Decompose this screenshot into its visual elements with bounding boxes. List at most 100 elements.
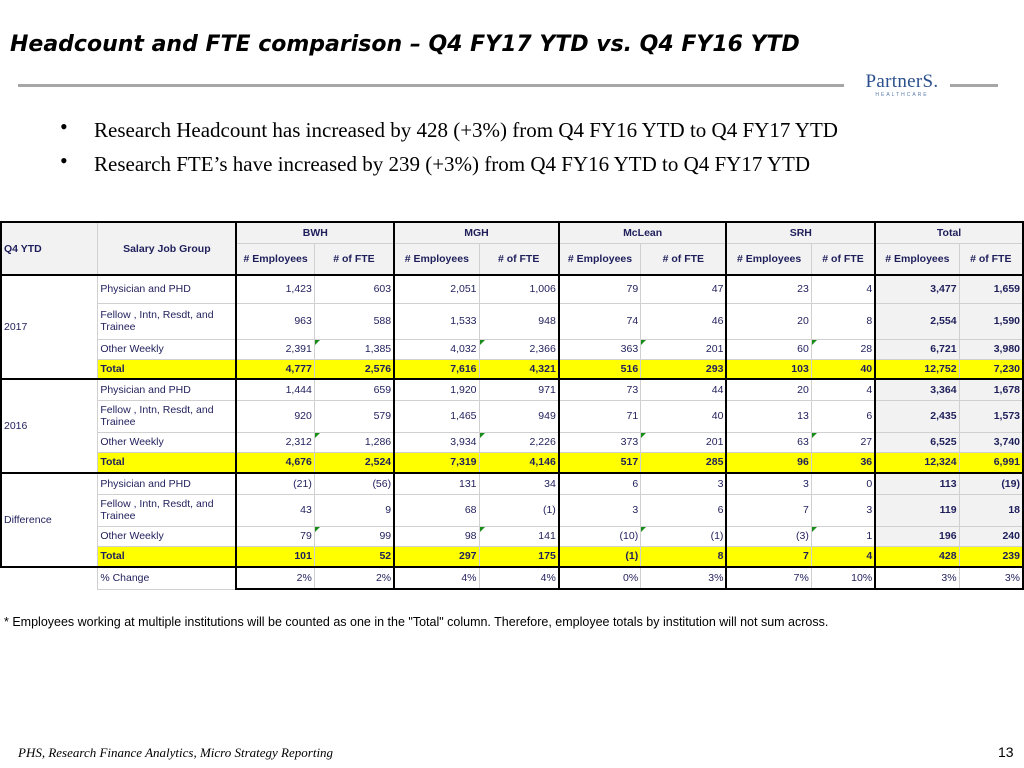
value-cell: 27 <box>810 431 876 453</box>
value-cell: 52 <box>313 545 395 568</box>
bullet-dot-icon: • <box>60 114 68 139</box>
institution-header: BWH <box>235 221 395 244</box>
fte-subheader: # of FTE <box>640 242 727 276</box>
value-cell: 6,721 <box>874 338 960 360</box>
bullet-text: Research FTE’s have increased by 239 (+3… <box>94 152 810 176</box>
value-cell: 7,230 <box>958 358 1024 380</box>
value-cell: 34 <box>478 472 560 495</box>
value-cell: 516 <box>557 358 642 380</box>
value-cell: 23 <box>725 274 812 304</box>
total-row: Total 4,777 2,576 7,616 4,321 516 293 103 40 12,7… <box>1 358 1024 380</box>
footnote: * Employees working at multiple institut… <box>4 615 829 629</box>
value-cell: 7 <box>725 545 812 568</box>
page-title: Headcount and FTE comparison – Q4 FY17 Y… <box>10 32 800 57</box>
q4-ytd-header: Q4 YTD <box>0 221 99 276</box>
value-cell: 47 <box>640 274 727 304</box>
value-cell: 2,524 <box>313 451 395 474</box>
value-cell: 3 <box>725 472 812 495</box>
institution-header: Total <box>874 221 1024 244</box>
job-group-cell: Fellow , Intn, Resdt, and Trainee <box>97 493 237 527</box>
value-cell: 2,226 <box>478 431 560 453</box>
value-cell: 1 <box>810 525 876 547</box>
institution-header: McLean <box>557 221 727 244</box>
table-row: 2016 Physician and PHD 1,444 659 1,920 971 73 4… <box>0 378 1024 474</box>
value-cell: 99 <box>313 525 395 547</box>
value-cell: 12,324 <box>874 451 960 474</box>
value-cell: 1,533 <box>393 302 480 340</box>
value-cell: 3 <box>640 472 727 495</box>
value-cell: 6 <box>557 472 642 495</box>
value-cell: 98 <box>393 525 480 547</box>
job-group-cell: Total <box>97 358 237 380</box>
value-cell: 1,006 <box>478 274 560 304</box>
value-cell: 74 <box>557 302 642 340</box>
percent-cell: 0% <box>557 566 642 590</box>
value-cell: 297 <box>393 545 480 568</box>
value-cell: 1,444 <box>235 378 315 401</box>
value-cell: (10) <box>557 525 642 547</box>
bullet-item: • Research Headcount has increased by 428… <box>60 114 838 152</box>
job-group-cell: Total <box>97 545 237 568</box>
value-cell: 2,312 <box>235 431 315 453</box>
value-cell: 3,980 <box>958 338 1024 360</box>
value-cell: 1,385 <box>313 338 395 360</box>
value-cell: 73 <box>557 378 642 401</box>
value-cell: 3 <box>810 493 876 527</box>
percent-cell: 4% <box>393 566 480 590</box>
employees-subheader: # Employees <box>874 242 960 276</box>
value-cell: 8 <box>640 545 727 568</box>
table-row: 2017 Physician and PHD 1,423 603 2,051 1,006 7… <box>0 274 1024 380</box>
value-cell: (21) <box>235 472 315 495</box>
percent-cell: 3% <box>640 566 727 590</box>
table-row: Other Weekly 2,312 1,286 3,934 2,226 373 201 63… <box>1 431 1024 453</box>
value-cell: 588 <box>313 302 395 340</box>
employees-subheader: # Employees <box>557 242 642 276</box>
value-cell: 40 <box>640 399 727 433</box>
title-divider-right <box>950 84 998 87</box>
percent-cell: 3% <box>958 566 1024 590</box>
value-cell: 579 <box>313 399 395 433</box>
value-cell: 2,391 <box>235 338 315 360</box>
value-cell: 103 <box>725 358 812 380</box>
table-row: Fellow , Intn, Resdt, and Trainee 963 588 1… <box>1 302 1024 340</box>
value-cell: 948 <box>478 302 560 340</box>
job-group-cell: Fellow , Intn, Resdt, and Trainee <box>97 302 237 340</box>
value-cell: 293 <box>640 358 727 380</box>
value-cell: 4 <box>810 545 876 568</box>
value-cell: 1,573 <box>958 399 1024 433</box>
value-cell: 8 <box>810 302 876 340</box>
table-row: Fellow , Intn, Resdt, and Trainee 43 9 68 (1… <box>1 493 1024 527</box>
value-cell: 131 <box>393 472 480 495</box>
percent-cell: 10% <box>810 566 876 590</box>
value-cell: 20 <box>725 378 812 401</box>
value-cell: 28 <box>810 338 876 360</box>
value-cell: 6,991 <box>958 451 1024 474</box>
value-cell: 363 <box>557 338 642 360</box>
institution-header: MGH <box>393 221 560 244</box>
value-cell: 3,740 <box>958 431 1024 453</box>
value-cell: 79 <box>557 274 642 304</box>
value-cell: 3,934 <box>393 431 480 453</box>
salary-job-group-header: Salary Job Group <box>97 221 237 276</box>
value-cell: 71 <box>557 399 642 433</box>
job-group-cell: Fellow , Intn, Resdt, and Trainee <box>97 399 237 433</box>
value-cell: 36 <box>810 451 876 474</box>
value-cell: (3) <box>725 525 812 547</box>
percent-cell: 3% <box>874 566 960 590</box>
value-cell: 3,364 <box>874 378 960 401</box>
value-cell: 13 <box>725 399 812 433</box>
job-group-cell: Physician and PHD <box>97 274 237 304</box>
value-cell: 119 <box>874 493 960 527</box>
section-label: 2016 <box>0 378 99 474</box>
institution-header: SRH <box>725 221 876 244</box>
employees-subheader: # Employees <box>393 242 480 276</box>
bullet-text: Research Headcount has increased by 428 … <box>94 118 838 142</box>
value-cell: 285 <box>640 451 727 474</box>
percent-cell: 4% <box>478 566 560 590</box>
value-cell: 0 <box>810 472 876 495</box>
value-cell: 60 <box>725 338 812 360</box>
job-group-cell: Physician and PHD <box>97 472 237 495</box>
value-cell: 201 <box>640 431 727 453</box>
fte-subheader: # of FTE <box>810 242 876 276</box>
value-cell: 4,032 <box>393 338 480 360</box>
